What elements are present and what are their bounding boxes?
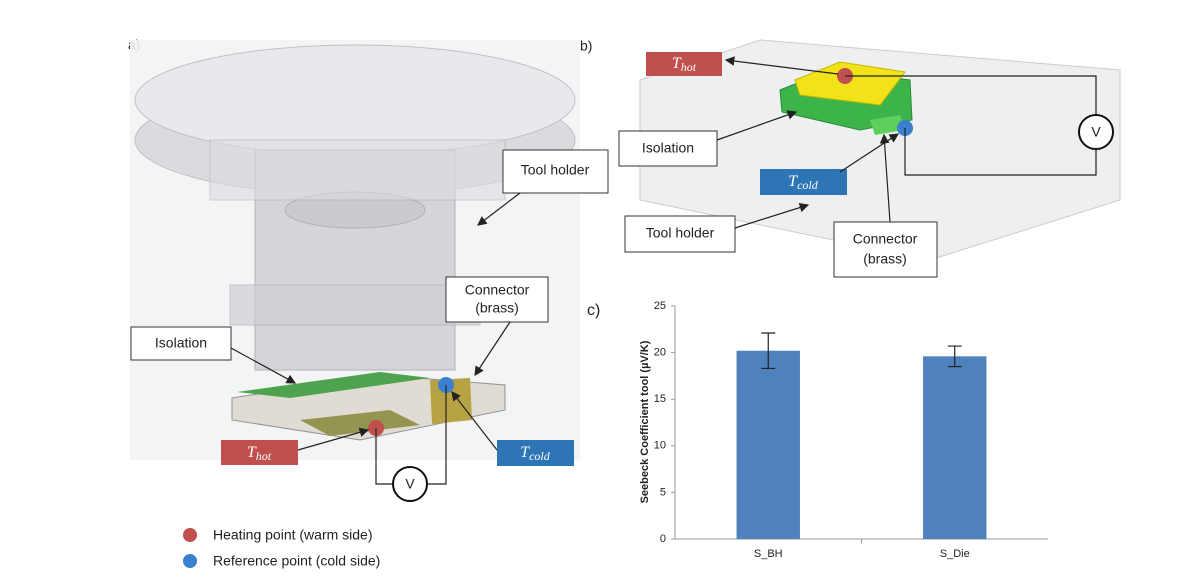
x-tick-label: S_Die [940,548,970,560]
voltmeter-label: V [1091,124,1101,140]
y-tick-label: 5 [660,486,666,498]
isolation-label: Isolation [155,335,207,351]
legend-marker [183,554,197,568]
legend-label: Heating point (warm side) [213,527,373,543]
connector-label: Connector [465,282,530,298]
isolation-label: Isolation [642,140,694,156]
connector-label: (brass) [475,300,519,316]
figure: a) Tool holder Connector (brass) Isolati… [0,0,1196,578]
bar [923,356,986,539]
y-tick-label: 15 [654,393,666,405]
y-tick-label: 20 [654,347,666,359]
tool-render-a [130,40,580,460]
voltmeter-label: V [405,476,415,492]
legend-label: Reference point (cold side) [213,553,380,569]
tool-holder-label: Tool holder [521,162,590,178]
panel-label: c) [587,302,600,319]
y-tick-label: 25 [654,300,666,312]
x-tick-label: S_BH [754,548,783,560]
bar [737,351,800,539]
legend-marker [183,528,197,542]
y-tick-label: 0 [660,533,666,545]
connector-label: (brass) [863,251,907,267]
tool-holder-label: Tool holder [646,225,715,241]
connector-label: Connector [853,231,918,247]
y-axis-label: Seebeck Coefficient tool (µV/K) [639,340,651,503]
panel-label: b) [580,38,592,54]
y-tick-label: 10 [654,440,666,452]
